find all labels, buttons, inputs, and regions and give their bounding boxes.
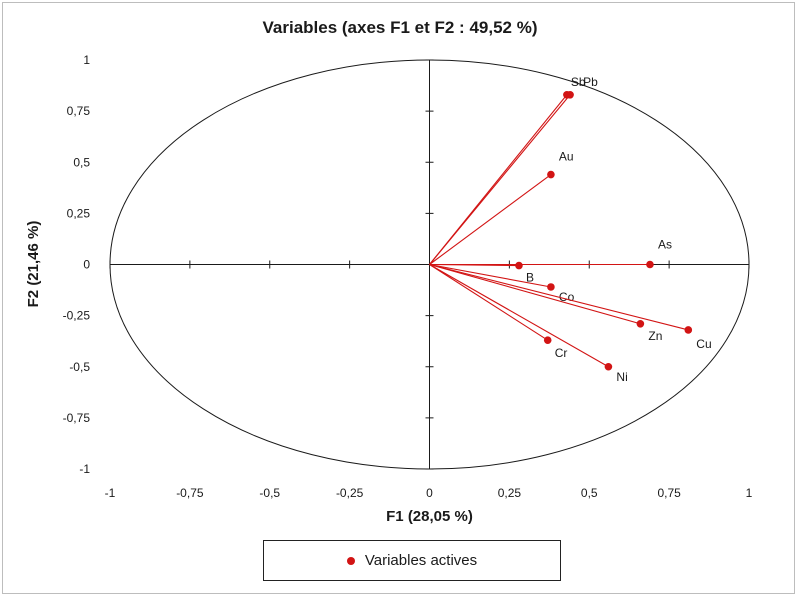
chart-title: Variables (axes F1 et F2 : 49,52 %): [262, 18, 538, 37]
x-tick-label: 0,75: [657, 486, 681, 500]
y-tick-label: 0,75: [67, 104, 91, 118]
x-tick-label: 0: [426, 486, 433, 500]
y-tick-label: -0,25: [63, 309, 91, 323]
x-tick-label: -0,25: [336, 486, 364, 500]
vector-b: [429, 263, 519, 267]
point-co: [547, 283, 555, 291]
point-label-as: As: [658, 238, 672, 252]
vector-pb: [429, 94, 571, 265]
y-tick-label: -1: [79, 462, 90, 476]
point-label-cr: Cr: [555, 346, 568, 360]
x-tick-label: -0,75: [176, 486, 204, 500]
y-tick-label: 1: [83, 53, 90, 67]
point-zn: [636, 320, 645, 328]
vector-cr: [429, 264, 549, 341]
x-tick-label: -0,5: [259, 486, 280, 500]
x-tick-label: 0,5: [581, 486, 598, 500]
point-b: [515, 261, 523, 270]
legend-marker: [346, 556, 355, 565]
y-tick-label: -0,5: [69, 360, 90, 374]
point-ni: [604, 362, 613, 371]
x-tick-labels: -1 -0,75 -0,5 -0,25 0 0,25 0,5 0,75 1: [105, 260, 753, 500]
vector-au: [429, 174, 552, 265]
legend-label: Variables actives: [364, 552, 478, 569]
point-label-pb: Pb: [583, 75, 598, 89]
y-axis-title: F2 (21,46 %): [25, 221, 42, 308]
point-label-zn: Zn: [648, 329, 662, 343]
point-cu: [684, 326, 693, 334]
point-au: [547, 170, 555, 179]
y-tick-labels: 1 0,75 0,5 0,25 0 -0,25 -0,5 -0,75 -1: [63, 53, 434, 476]
vector-zn: [429, 263, 641, 325]
x-tick-label: 1: [746, 486, 753, 500]
point-cr: [543, 336, 552, 344]
point-label-b: B: [526, 271, 534, 285]
point-label-cu: Cu: [696, 337, 711, 351]
point-label-sb: Sb: [571, 75, 586, 89]
x-tick-label: 0,25: [498, 486, 522, 500]
chart-frame: [2, 2, 795, 594]
vector-cu: [429, 263, 689, 331]
point-pb: [566, 90, 574, 99]
x-tick-label: -1: [105, 486, 116, 500]
y-tick-label: -0,75: [63, 411, 91, 425]
y-tick-label: 0: [83, 258, 90, 272]
vector-co: [429, 263, 552, 288]
y-tick-label: 0,5: [73, 155, 90, 169]
x-axis-title: F1 (28,05 %): [386, 508, 473, 525]
legend: Variables actives: [263, 540, 561, 581]
y-tick-label: 0,25: [67, 206, 91, 220]
point-label-au: Au: [559, 150, 574, 164]
vector-ni: [429, 264, 609, 368]
point-label-ni: Ni: [616, 370, 627, 384]
point-as: [646, 260, 654, 269]
